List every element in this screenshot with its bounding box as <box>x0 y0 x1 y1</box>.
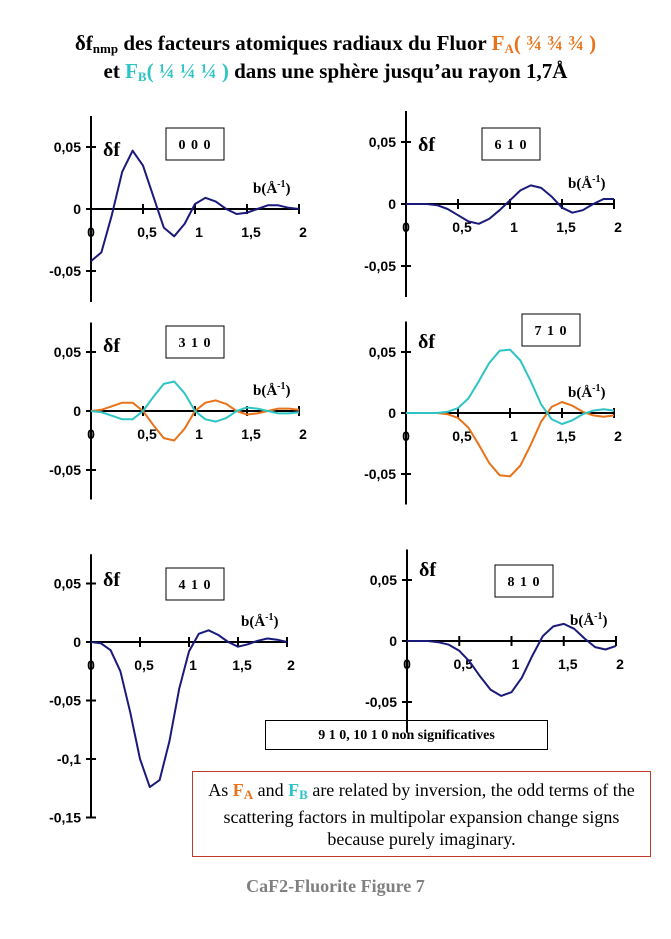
x-tick-label: 2 <box>614 219 622 235</box>
y-axis-label: δf <box>103 569 120 591</box>
series-line-cyan <box>406 348 615 425</box>
x-tick-label: 0 <box>402 219 410 235</box>
y-tick-label: -0,15 <box>49 810 81 826</box>
y-tick-label: 0,05 <box>54 139 81 155</box>
x-tick-label: 0 <box>87 224 95 240</box>
x-tick-label: 1,5 <box>241 426 261 442</box>
x-tick-label: 0,5 <box>137 224 157 240</box>
y-tick-label: -0,05 <box>364 258 396 274</box>
y-tick-label: -0,05 <box>49 462 81 478</box>
title-text: des facteurs atomiques radiaux du Fluor <box>118 31 492 55</box>
title-delta-f: δf <box>74 31 93 55</box>
hkl-label-box <box>521 313 581 347</box>
x-tick-label: 2 <box>299 426 307 442</box>
y-tick-label: 0,05 <box>370 572 397 588</box>
x-tick-label: 1,5 <box>556 219 576 235</box>
x-tick-label: 1,5 <box>556 428 576 444</box>
x-tick-label: 2 <box>616 656 624 672</box>
x-axis-label: b(Å-1) <box>568 174 606 192</box>
y-tick-label: 0,05 <box>54 344 81 360</box>
title-subscript-nmp: nmp <box>92 41 119 56</box>
x-tick-label: 1 <box>189 657 197 673</box>
chart-710: 0,05 0 -0,05 0 0,5 1 1,5 2 δf b(Å-1) 7 1 0 <box>364 313 622 505</box>
series-line-navy <box>406 184 614 225</box>
y-axis-label: δf <box>418 134 435 156</box>
x-axis-label: b(Å-1) <box>253 381 291 399</box>
y-tick-label: -0,05 <box>365 694 397 710</box>
hkl-label: 3 1 0 <box>179 336 212 351</box>
y-tick-label: 0,05 <box>369 134 396 150</box>
x-axis-label: b(Å-1) <box>253 179 291 197</box>
y-tick-label: -0,05 <box>364 466 396 482</box>
series-line-navy <box>90 149 300 262</box>
chart-000: 0,05 0 -0,05 0 0,5 1 1,5 2 δf b(Å-1) 0 0 0 <box>49 116 307 302</box>
y-tick-label: 0,05 <box>369 344 396 360</box>
x-tick-label: 1 <box>512 656 520 672</box>
fa-label: FA( ¾ ¾ ¾ ) <box>491 31 597 56</box>
chart-310: 0,05 0 -0,05 0 0,5 1 1,5 2 δf b(Å-1) 3 1 0 <box>49 322 307 500</box>
series-line-cyan <box>90 380 300 423</box>
x-tick-label: 0,5 <box>137 426 157 442</box>
note-box: As FA and FB are related by inversion, t… <box>192 771 651 857</box>
y-tick-label: 0 <box>388 405 396 421</box>
x-tick-label: 0,5 <box>134 657 154 673</box>
x-tick-label: 1 <box>510 219 518 235</box>
y-tick-label: -0,1 <box>57 751 81 767</box>
y-tick-label: -0,05 <box>49 693 81 709</box>
x-tick-label: 1 <box>195 224 203 240</box>
x-tick-label: 0 <box>87 426 95 442</box>
x-tick-label: 0 <box>403 656 411 672</box>
x-tick-label: 0 <box>402 428 410 444</box>
hkl-label-box <box>165 567 225 601</box>
x-tick-label: 1,5 <box>241 224 261 240</box>
hkl-label-box <box>165 127 225 161</box>
x-tick-label: 1 <box>195 426 203 442</box>
figure-title-line2: et FB( ¼ ¼ ¼ ) dans une sphère jusqu’au … <box>0 58 671 90</box>
x-tick-label: 2 <box>614 428 622 444</box>
y-tick-label: 0 <box>73 403 81 419</box>
figure-caption: CaF2-Fluorite Figure 7 <box>246 876 425 896</box>
x-tick-label: 1,5 <box>558 656 578 672</box>
y-tick-label: 0 <box>73 634 81 650</box>
x-tick-label: 0,5 <box>452 219 472 235</box>
hkl-label: 4 1 0 <box>179 578 212 593</box>
fb-label: FB( ¼ ¼ ¼ ) <box>125 59 229 84</box>
hkl-label-box <box>481 127 541 161</box>
y-tick-label: -0,05 <box>49 263 81 279</box>
x-tick-label: 0 <box>87 657 95 673</box>
series-line-navy <box>90 629 288 789</box>
y-tick-label: 0,05 <box>54 576 81 592</box>
x-axis-label: b(Å-1) <box>241 612 279 630</box>
hkl-label-box <box>494 564 554 598</box>
title-et: et <box>103 59 126 83</box>
note-fb: FB <box>288 780 308 802</box>
y-axis-label: δf <box>103 139 120 161</box>
y-tick-label: 0 <box>73 201 81 217</box>
hkl-label-box <box>165 325 225 359</box>
chart-610: 0,05 0 -0,05 0 0,5 1 1,5 2 δf b(Å-1) 6 1 0 <box>364 111 622 297</box>
y-tick-label: 0 <box>388 196 396 212</box>
y-axis-label: δf <box>419 559 436 581</box>
x-tick-label: 1,5 <box>232 657 252 673</box>
non-significant-box: 9 1 0, 10 1 0 non significatives <box>265 720 548 750</box>
x-axis-label: b(Å-1) <box>568 383 606 401</box>
y-tick-label: 0 <box>389 633 397 649</box>
note-fa: FA <box>232 780 254 802</box>
figure-title-line1: δfnmp des facteurs atomiques radiaux du … <box>0 30 671 62</box>
x-tick-label: 0,5 <box>452 428 472 444</box>
hkl-label: 8 1 0 <box>508 575 541 590</box>
x-axis-label: b(Å-1) <box>570 611 608 629</box>
hkl-label: 7 1 0 <box>535 324 568 339</box>
title-text-2: dans une sphère jusqu’au rayon 1,7Å <box>228 59 568 83</box>
hkl-label: 6 1 0 <box>495 138 528 153</box>
y-axis-label: δf <box>103 335 120 357</box>
hkl-label: 0 0 0 <box>179 138 212 153</box>
x-tick-label: 2 <box>299 224 307 240</box>
x-tick-label: 2 <box>287 657 295 673</box>
series-line-navy <box>407 622 617 697</box>
chart-410: 0,05 0 -0,05 -0,1 -0,15 0 0,5 1 1,5 2 δf b(Å-1) 4 1 … <box>49 554 295 826</box>
x-tick-label: 1 <box>510 428 518 444</box>
y-axis-label: δf <box>418 331 435 353</box>
